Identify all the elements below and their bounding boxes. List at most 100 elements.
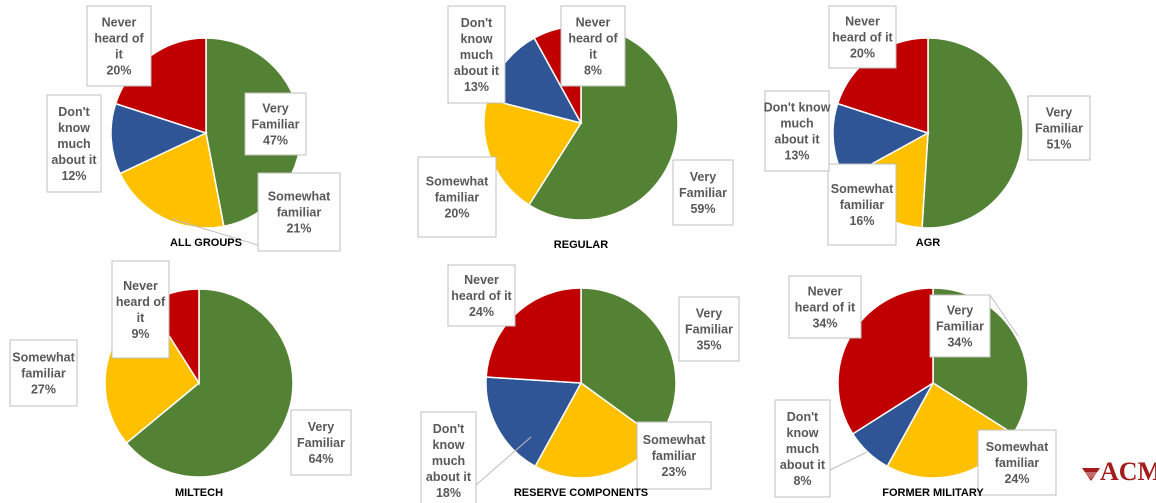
data-label-line: Very bbox=[262, 102, 288, 116]
pie-slice-very-familiar bbox=[125, 288, 294, 478]
data-label-line: 47% bbox=[263, 134, 288, 148]
data-label-very-familiar: Very Familiar 51% bbox=[1027, 95, 1091, 161]
data-label-box bbox=[420, 411, 477, 503]
data-label-somewhat-familiar: Somewhat familiar 20% bbox=[417, 156, 497, 238]
data-label-line: 18% bbox=[436, 486, 461, 500]
chart-title: ALL GROUPS bbox=[170, 237, 242, 249]
data-label-somewhat-familiar: Somewhat familiar 23% bbox=[636, 421, 712, 490]
data-label-box bbox=[447, 264, 516, 327]
data-label-line: Never bbox=[102, 16, 137, 30]
data-label-somewhat-familiar: Somewhat familiar 24% bbox=[977, 429, 1057, 496]
data-label-line: heard of it bbox=[832, 31, 893, 45]
data-label-very-familiar: Very Familiar 59% bbox=[672, 159, 734, 226]
data-label-line: 13% bbox=[464, 80, 489, 94]
data-label-line: 21% bbox=[286, 222, 311, 236]
data-label-line: 24% bbox=[469, 305, 494, 319]
pie-slice-never-heard-of-it bbox=[485, 287, 582, 384]
data-label-line: Never bbox=[464, 273, 499, 287]
data-label-line: know bbox=[461, 32, 493, 46]
data-label-line: much bbox=[786, 442, 819, 456]
data-label-don-t-know-much-about-it: Don't know much about it 8% bbox=[774, 399, 831, 498]
data-label-box bbox=[290, 409, 352, 476]
data-label-line: Very bbox=[690, 170, 716, 184]
data-label-box bbox=[1027, 95, 1091, 161]
data-label-line: Very bbox=[308, 420, 334, 434]
data-label-line: it bbox=[137, 311, 145, 325]
data-label-very-familiar: Very Familiar 34% bbox=[929, 294, 991, 358]
data-label-line: 8% bbox=[793, 474, 811, 488]
pie-slice-very-familiar bbox=[580, 287, 677, 440]
data-label-line: 9% bbox=[131, 327, 149, 341]
data-label-never-heard-of-it: Never heard of it 20% bbox=[86, 5, 152, 87]
logo-emblem-icon bbox=[1082, 468, 1100, 481]
data-label-box bbox=[9, 339, 78, 407]
data-label-line: Very bbox=[947, 304, 973, 318]
data-label-line: know bbox=[58, 121, 90, 135]
data-label-never-heard-of-it: Never heard of it 8% bbox=[560, 5, 626, 87]
data-label-line: familiar bbox=[652, 449, 697, 463]
data-label-box bbox=[111, 260, 170, 359]
data-label-box bbox=[827, 163, 897, 246]
pie-slice-don-t-know-much-about-it bbox=[485, 376, 583, 468]
data-label-line: much bbox=[57, 137, 90, 151]
pie-slice-very-familiar bbox=[527, 25, 679, 221]
data-label-line: Somewhat bbox=[643, 433, 706, 447]
data-label-line: familiar bbox=[995, 456, 1040, 470]
data-label-line: Familiar bbox=[252, 118, 300, 132]
data-label-box bbox=[636, 421, 712, 490]
data-label-line: Familiar bbox=[685, 323, 733, 337]
data-label-line: familiar bbox=[840, 198, 885, 212]
data-label-very-familiar: Very Familiar 47% bbox=[244, 92, 307, 156]
data-label-line: much bbox=[780, 117, 813, 131]
data-label-box bbox=[244, 92, 307, 156]
data-label-don-t-know-much-about-it: Don't know much about it 13% bbox=[764, 90, 831, 172]
data-label-line: Familiar bbox=[936, 320, 984, 334]
pie-chart-miltech: Very Familiar 64% Somewhat familiar 27% Never h… bbox=[9, 260, 352, 499]
data-label-somewhat-familiar: Somewhat familiar 16% bbox=[827, 163, 897, 246]
data-label-very-familiar: Very Familiar 64% bbox=[290, 409, 352, 476]
data-label-line: Never bbox=[123, 279, 158, 293]
data-label-never-heard-of-it: Never heard of it 34% bbox=[788, 275, 862, 339]
data-label-line: Familiar bbox=[1035, 122, 1083, 136]
data-label-box bbox=[788, 275, 862, 339]
data-label-line: Don't bbox=[787, 410, 819, 424]
chart-title: REGULAR bbox=[554, 239, 608, 251]
data-label-line: Don't know bbox=[764, 101, 831, 115]
logo-text: ACMC bbox=[1100, 457, 1156, 486]
data-label-line: heard of it bbox=[451, 289, 512, 303]
pie-chart-regular: Very Familiar 59% Somewhat familiar 20% Don't k… bbox=[417, 5, 734, 251]
data-label-box bbox=[977, 429, 1057, 496]
pie-chart-former-military: Very Familiar 34% Somewhat familiar 24% Don't k… bbox=[774, 275, 1057, 499]
data-label-don-t-know-much-about-it: Don't know much about it 18% bbox=[420, 411, 477, 503]
data-label-line: familiar bbox=[277, 206, 322, 220]
data-label-line: it bbox=[589, 48, 597, 62]
data-label-box bbox=[764, 90, 830, 172]
leader-line bbox=[989, 294, 1019, 337]
acmc-logo: ACMC bbox=[1082, 457, 1156, 486]
data-label-line: Somewhat bbox=[831, 182, 894, 196]
data-label-line: it bbox=[115, 48, 123, 62]
leader-line bbox=[171, 218, 259, 246]
data-label-box bbox=[672, 159, 734, 226]
data-label-line: familiar bbox=[435, 191, 480, 205]
pie-slice-somewhat-familiar bbox=[119, 131, 225, 229]
data-label-line: Don't bbox=[461, 16, 493, 30]
data-label-line: Don't bbox=[58, 105, 90, 119]
data-label-line: Somewhat bbox=[986, 440, 1049, 454]
data-label-box bbox=[774, 399, 831, 498]
data-label-line: Don't bbox=[433, 422, 465, 436]
chart-title: FORMER MILITARY bbox=[882, 487, 984, 499]
data-label-very-familiar: Very Familiar 35% bbox=[678, 296, 740, 362]
data-label-line: about it bbox=[780, 458, 826, 472]
chart-title: AGR bbox=[916, 237, 941, 249]
data-label-box bbox=[447, 5, 506, 104]
data-label-line: 34% bbox=[947, 336, 972, 350]
data-label-line: know bbox=[433, 438, 465, 452]
data-label-line: 27% bbox=[31, 383, 56, 397]
data-label-line: about it bbox=[774, 133, 820, 147]
data-label-line: 20% bbox=[106, 64, 131, 78]
pie-chart-all-groups: Very Familiar 47% Somewhat familiar 21% Don't k… bbox=[46, 5, 341, 252]
data-label-line: familiar bbox=[21, 367, 66, 381]
data-label-line: Never bbox=[808, 285, 843, 299]
data-label-line: 20% bbox=[444, 207, 469, 221]
